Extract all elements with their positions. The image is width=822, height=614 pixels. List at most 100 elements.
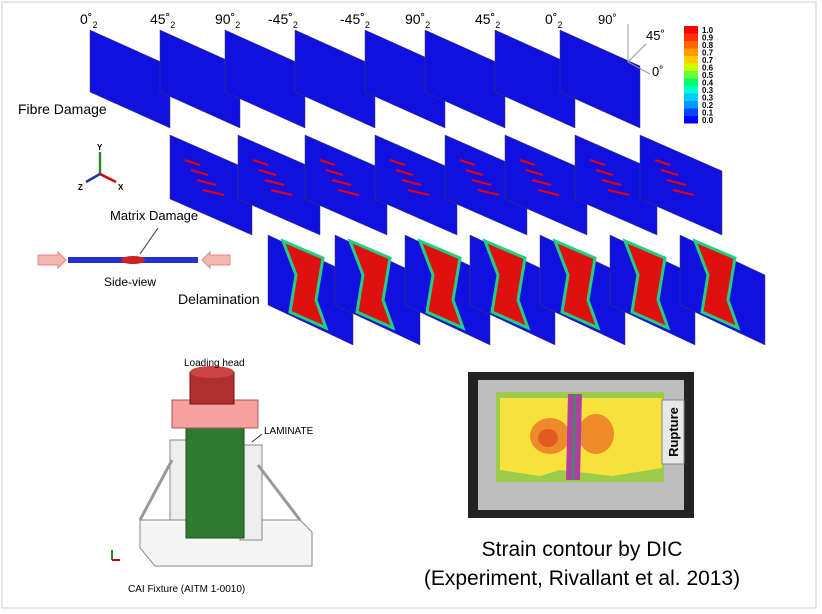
- label: Fibre Damage: [18, 101, 107, 117]
- ply-sub: 2: [293, 20, 298, 30]
- legend-label: 0.2: [702, 101, 714, 110]
- ply-sub: 2: [425, 20, 430, 30]
- axis-letter: Y: [97, 143, 103, 152]
- legend-swatch: [684, 108, 698, 116]
- ply-sub: 2: [92, 20, 97, 30]
- ply-label: -45˚2: [268, 11, 298, 30]
- orientation: [627, 24, 651, 75]
- legend-swatch: [684, 78, 698, 86]
- crack: [252, 159, 269, 166]
- crack: [471, 179, 492, 186]
- plate: [169, 134, 253, 236]
- delam-zone: [280, 238, 329, 331]
- plate: [159, 29, 241, 129]
- legend-label: 0.6: [702, 64, 714, 73]
- crack: [666, 179, 687, 186]
- legend-label: 0.5: [702, 71, 714, 80]
- ply-angle: 0˚: [80, 11, 92, 27]
- crack: [196, 179, 217, 186]
- label: Matrix Damage: [110, 208, 198, 223]
- ply-angle: 90˚: [405, 11, 425, 27]
- crack: [595, 169, 614, 176]
- crack: [264, 179, 285, 186]
- ply-angle: -45˚: [268, 11, 293, 27]
- legend: 1.00.90.80.70.70.60.50.40.30.30.20.10.0: [684, 26, 714, 125]
- legend-label: 0.8: [702, 41, 714, 50]
- legend-swatch: [684, 101, 698, 109]
- plate: [364, 29, 446, 129]
- legend-swatch: [684, 33, 698, 41]
- orient-label: 45˚: [646, 28, 665, 43]
- axis-triad: [85, 152, 117, 184]
- legend-label: 0.1: [702, 109, 714, 118]
- ply-label: 0˚2: [545, 11, 562, 30]
- plate: [304, 134, 388, 236]
- legend-swatch: [684, 93, 698, 101]
- crack: [401, 179, 422, 186]
- label: Rupture: [666, 407, 681, 457]
- legend-label: 0.7: [702, 56, 714, 65]
- crack: [190, 169, 209, 176]
- crack: [601, 179, 622, 186]
- ply-angle: -45˚: [340, 11, 365, 27]
- delam-zone: [417, 238, 466, 331]
- legend-swatch: [684, 71, 698, 79]
- plate: [294, 29, 376, 129]
- plate: [444, 134, 528, 236]
- ply-label: 90˚2: [405, 11, 430, 30]
- ply-angle: 90˚: [215, 11, 235, 27]
- ply-label: 90˚2: [215, 11, 240, 30]
- dic-image: [468, 372, 694, 518]
- legend-swatch: [684, 63, 698, 71]
- orient-label: 90˚: [598, 12, 617, 27]
- crack: [525, 169, 544, 176]
- crack: [477, 189, 500, 196]
- ply-angle: 0˚: [545, 11, 557, 27]
- side-view: [37, 227, 231, 270]
- plate: [494, 29, 576, 129]
- label: CAI Fixture (AITM 1-0010): [128, 584, 245, 595]
- ply-angle: 45˚: [475, 11, 495, 27]
- plates: [89, 29, 766, 346]
- plate: [504, 134, 588, 236]
- ply-sub: 2: [557, 20, 562, 30]
- legend-swatch: [684, 26, 698, 34]
- delam-zone: [692, 238, 741, 331]
- legend-label: 0.9: [702, 34, 714, 43]
- orient-label: 0˚: [652, 64, 664, 79]
- legend-swatch: [684, 41, 698, 49]
- crack: [184, 159, 201, 166]
- label: Delamination: [178, 291, 260, 307]
- crack: [325, 169, 344, 176]
- plate: [89, 29, 171, 129]
- delam-zone: [622, 238, 671, 331]
- crack: [537, 189, 560, 196]
- crack: [319, 159, 336, 166]
- legend-swatch: [684, 86, 698, 94]
- plate: [374, 134, 458, 236]
- legend-label: 0.0: [702, 116, 714, 125]
- crack: [465, 169, 484, 176]
- crack: [258, 169, 277, 176]
- plate: [224, 29, 306, 129]
- axis-letter: X: [118, 183, 124, 192]
- crack: [270, 189, 293, 196]
- delam-zone: [552, 238, 601, 331]
- plate: [559, 29, 641, 129]
- crack: [672, 189, 695, 196]
- legend-label: 1.0: [702, 26, 714, 35]
- crack: [331, 179, 352, 186]
- ply-angle: 45˚: [150, 11, 170, 27]
- crack: [407, 189, 430, 196]
- crack: [589, 159, 606, 166]
- ply-label: 45˚2: [150, 11, 175, 30]
- delam-zone: [347, 238, 396, 331]
- label: Loading head: [184, 358, 245, 369]
- legend-label: 0.4: [702, 79, 714, 88]
- crack: [660, 169, 679, 176]
- caption: (Experiment, Rivallant et al. 2013): [424, 567, 740, 590]
- ply-sub: 2: [495, 20, 500, 30]
- legend-label: 0.3: [702, 94, 714, 103]
- ply-sub: 2: [365, 20, 370, 30]
